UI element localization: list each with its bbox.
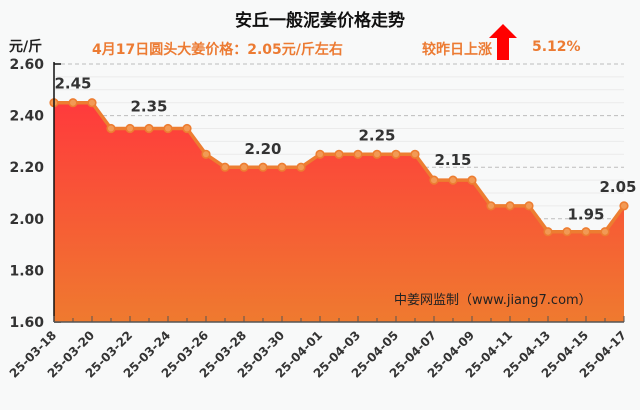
data-point: [277, 162, 287, 172]
y-tick-label: 2.60: [9, 57, 44, 73]
data-point: [334, 149, 344, 159]
data-label: 1.95: [567, 206, 604, 224]
y-tick-label: 2.00: [9, 212, 44, 228]
data-point: [410, 149, 420, 159]
data-point: [505, 201, 515, 211]
data-point: [220, 162, 230, 172]
price-area: [54, 102, 624, 322]
y-axis-unit: 元/斤: [9, 39, 43, 55]
data-point: [467, 175, 477, 185]
change-label: 较昨日上涨: [422, 42, 492, 58]
data-point: [543, 227, 553, 237]
price-subtitle: 4月17日圆头大姜价格：2.05元/斤左右: [92, 42, 343, 58]
data-point: [315, 149, 325, 159]
data-point: [87, 98, 97, 108]
data-point: [296, 162, 306, 172]
arrow-up-icon: [489, 24, 517, 64]
axes: [53, 62, 625, 323]
data-point: [448, 175, 458, 185]
y-tick-label: 2.20: [9, 160, 44, 176]
data-point: [524, 201, 534, 211]
change-percent: 5.12%: [532, 39, 581, 55]
y-tick-label: 1.60: [9, 315, 44, 331]
data-labels: 2.45 2.35 2.20 2.25 2.15 1.95 2.05: [54, 75, 636, 224]
data-label: 2.25: [358, 126, 395, 144]
data-point: [486, 201, 496, 211]
data-label: 2.35: [130, 98, 167, 116]
data-point: [182, 123, 192, 134]
data-label: 2.05: [599, 178, 636, 196]
data-points: [49, 98, 629, 237]
y-tick-label: 1.80: [9, 263, 44, 279]
data-point: [125, 123, 135, 134]
data-point: [429, 175, 439, 185]
data-point: [619, 201, 629, 211]
chart-title: 安丘一般泥姜价格走势: [235, 11, 405, 31]
data-point: [372, 149, 382, 159]
y-tick-label: 2.40: [9, 109, 44, 125]
data-point: [68, 98, 78, 108]
data-point: [258, 162, 268, 172]
data-point: [562, 227, 572, 237]
data-point: [391, 149, 401, 159]
data-point: [239, 162, 249, 172]
data-label: 2.15: [434, 151, 471, 169]
data-label: 2.45: [54, 75, 91, 93]
data-point: [163, 123, 173, 134]
data-label: 2.20: [244, 140, 281, 158]
x-axis-ticks: 25-03-1825-03-2025-03-2225-03-2425-03-26…: [7, 328, 629, 380]
data-point: [201, 149, 211, 159]
data-point: [353, 149, 363, 159]
data-point: [600, 227, 610, 237]
watermark: 中姜网监制（www.jiang7.com）: [394, 293, 592, 308]
data-point: [581, 227, 591, 237]
data-point: [106, 123, 116, 134]
data-point: [144, 123, 154, 134]
